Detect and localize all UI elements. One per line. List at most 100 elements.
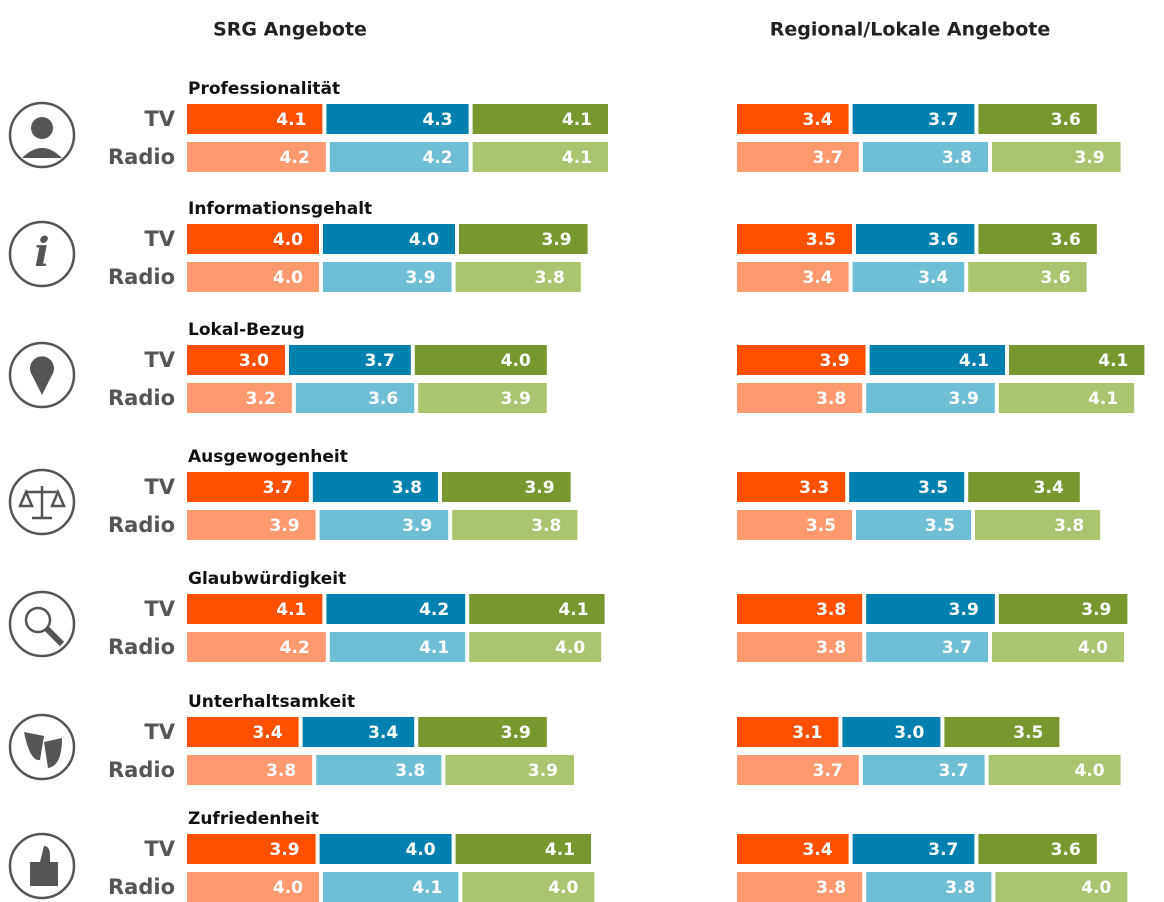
value-label: 3.8 bbox=[1054, 516, 1084, 536]
bar-segment bbox=[319, 510, 449, 540]
value-label: 3.9 bbox=[819, 351, 849, 371]
bar-segment bbox=[187, 755, 313, 785]
icon bbox=[8, 590, 76, 658]
value-label: 3.9 bbox=[501, 723, 531, 743]
bar-segment bbox=[852, 834, 975, 864]
value-label: 4.0 bbox=[405, 840, 435, 860]
category-label: Informationsgehalt bbox=[188, 199, 372, 219]
value-label: 4.1 bbox=[1088, 389, 1118, 409]
bar-segment bbox=[462, 872, 595, 902]
bar-segment bbox=[978, 104, 1097, 134]
bar-segment bbox=[316, 755, 442, 785]
value-label: 4.1 bbox=[412, 878, 442, 898]
bar-segment bbox=[978, 224, 1097, 254]
value-label: 3.8 bbox=[395, 761, 425, 781]
value-label: 3.9 bbox=[405, 268, 435, 288]
bar-segment bbox=[1009, 345, 1145, 375]
value-label: 3.1 bbox=[792, 723, 822, 743]
row-label: TV bbox=[144, 475, 175, 499]
value-label: 3.5 bbox=[806, 230, 836, 250]
row-label: Radio bbox=[108, 386, 175, 410]
chart-title: Regional/Lokale Angebote bbox=[770, 19, 1050, 41]
bar-segment bbox=[187, 834, 316, 864]
bar-segment bbox=[452, 510, 578, 540]
bar-segment bbox=[995, 872, 1128, 902]
value-label: 3.9 bbox=[528, 761, 558, 781]
value-label: 3.8 bbox=[392, 478, 422, 498]
bar-segment bbox=[992, 142, 1121, 172]
value-label: 4.0 bbox=[555, 638, 585, 658]
row-label: TV bbox=[144, 720, 175, 744]
value-label: 3.8 bbox=[942, 148, 972, 168]
value-label: 3.9 bbox=[269, 516, 299, 536]
value-label: 3.4 bbox=[802, 840, 832, 860]
bar-segment bbox=[975, 510, 1101, 540]
bar-segment bbox=[866, 594, 995, 624]
bar-segment bbox=[442, 472, 571, 502]
bar-segment bbox=[737, 383, 863, 413]
value-label: 3.7 bbox=[928, 840, 958, 860]
bar-segment bbox=[978, 834, 1097, 864]
row-label: Radio bbox=[108, 635, 175, 659]
bar-segment bbox=[455, 262, 581, 292]
value-label: 3.5 bbox=[806, 516, 836, 536]
row-label: TV bbox=[144, 348, 175, 372]
value-label: 4.0 bbox=[273, 268, 303, 288]
value-label: 3.0 bbox=[894, 723, 924, 743]
category-label: Lokal-Bezug bbox=[188, 320, 305, 340]
value-label: 4.0 bbox=[1081, 878, 1111, 898]
bar-segment bbox=[187, 104, 323, 134]
bar-segment bbox=[737, 594, 863, 624]
category-label: Glaubwürdigkeit bbox=[188, 569, 346, 589]
bar-segment bbox=[737, 872, 863, 902]
bar-segment bbox=[323, 872, 459, 902]
bar-segment bbox=[418, 383, 547, 413]
icon bbox=[24, 732, 62, 768]
value-label: 4.1 bbox=[562, 110, 592, 130]
bar-segment bbox=[737, 755, 859, 785]
row-label: TV bbox=[144, 107, 175, 131]
value-label: 3.9 bbox=[949, 600, 979, 620]
bar-segment bbox=[302, 717, 415, 747]
bar-segment bbox=[455, 834, 591, 864]
value-label: 4.2 bbox=[280, 148, 310, 168]
icon: i bbox=[34, 229, 49, 276]
bar-segment bbox=[326, 104, 469, 134]
bar-segment bbox=[289, 345, 411, 375]
bar-segment bbox=[737, 224, 852, 254]
bar-segment bbox=[187, 224, 319, 254]
value-label: 4.1 bbox=[1098, 351, 1128, 371]
bar-segment bbox=[187, 262, 319, 292]
value-label: 4.3 bbox=[422, 110, 452, 130]
bar-segment bbox=[319, 834, 452, 864]
bar-segment bbox=[852, 104, 975, 134]
bar-segment bbox=[737, 345, 866, 375]
value-label: 3.6 bbox=[1040, 268, 1070, 288]
row-label: TV bbox=[144, 227, 175, 251]
value-label: 4.1 bbox=[959, 351, 989, 371]
value-label: 3.4 bbox=[802, 268, 832, 288]
bar-segment bbox=[842, 717, 941, 747]
value-label: 3.8 bbox=[266, 761, 296, 781]
value-label: 3.3 bbox=[799, 478, 829, 498]
value-label: 3.4 bbox=[252, 723, 282, 743]
icon bbox=[30, 846, 58, 886]
bar-segment bbox=[849, 472, 965, 502]
row-label: TV bbox=[144, 837, 175, 861]
bar-segment bbox=[866, 872, 992, 902]
value-label: 4.1 bbox=[276, 110, 306, 130]
bar-segment bbox=[737, 104, 849, 134]
category-label: Ausgewogenheit bbox=[188, 447, 348, 467]
icon bbox=[8, 101, 76, 169]
value-label: 3.6 bbox=[928, 230, 958, 250]
bar-segment bbox=[856, 224, 975, 254]
value-label: 3.0 bbox=[239, 351, 269, 371]
value-label: 4.0 bbox=[409, 230, 439, 250]
bar-segment bbox=[295, 383, 415, 413]
row-label: Radio bbox=[108, 758, 175, 782]
bar-segment bbox=[459, 224, 588, 254]
bar-segment bbox=[445, 755, 574, 785]
bar-segment bbox=[869, 345, 1005, 375]
value-label: 3.7 bbox=[813, 148, 843, 168]
value-label: 3.6 bbox=[368, 389, 398, 409]
